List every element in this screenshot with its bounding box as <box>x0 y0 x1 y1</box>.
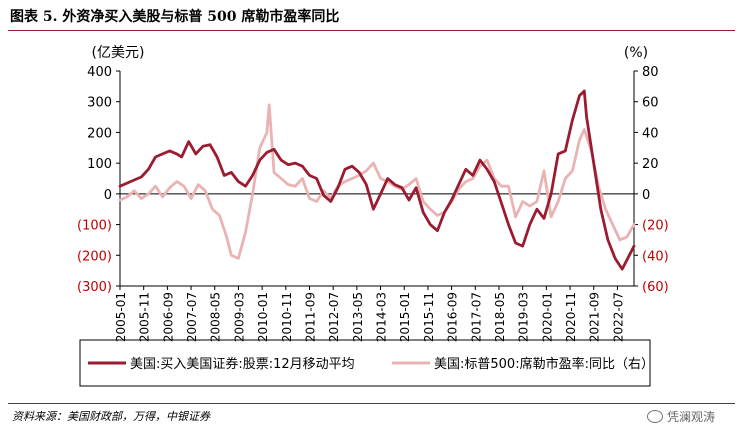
left-tick-label: (300) <box>77 280 112 295</box>
x-tick-label: 2006-09 <box>161 292 175 342</box>
x-tick-label: 2010-01 <box>256 292 270 342</box>
right-tick-label: (40) <box>642 249 669 264</box>
axes: (300)(200)(100)0100200300400(60)(40)(20)… <box>77 65 669 342</box>
right-tick-label: 80 <box>642 65 659 80</box>
x-tick-label: 2015-01 <box>398 292 412 342</box>
right-tick-label: 20 <box>642 157 659 172</box>
series-line-secondary <box>118 103 636 260</box>
series-lines <box>118 89 636 271</box>
x-tick-label: 2016-09 <box>446 292 460 342</box>
x-tick-label: 2013-05 <box>351 292 365 342</box>
x-tick-label: 2017-07 <box>469 292 483 342</box>
x-tick-label: 2011-09 <box>303 292 317 342</box>
right-tick-label: 60 <box>642 96 659 111</box>
series-line-primary <box>118 89 636 271</box>
left-tick-label: (100) <box>77 219 112 234</box>
x-tick-label: 2014-03 <box>375 292 389 342</box>
right-tick-label: (20) <box>642 219 669 234</box>
legend-frame <box>79 339 651 387</box>
left-tick-label: 200 <box>87 126 112 141</box>
x-tick-label: 2015-11 <box>422 292 436 342</box>
x-tick-label: 2005-11 <box>138 292 152 342</box>
left-tick-label: 0 <box>104 188 112 203</box>
right-tick-label: 40 <box>642 126 659 141</box>
right-tick-label: (60) <box>642 280 669 295</box>
right-unit-label: (%) <box>624 45 648 61</box>
x-tick-label: 2012-07 <box>327 292 341 342</box>
x-tick-label: 2022-07 <box>611 292 625 342</box>
legend-label-secondary: 美国:标普500:席勒市盈率:同比（右） <box>434 356 654 372</box>
x-tick-label: 2020-11 <box>564 292 578 342</box>
x-tick-label: 2008-05 <box>209 292 223 342</box>
watermark: 凭澜观涛 <box>646 408 715 425</box>
x-tick-label: 2007-07 <box>185 292 199 342</box>
x-tick-label: 2005-01 <box>114 292 128 342</box>
left-tick-label: (200) <box>77 249 112 264</box>
legend: 美国:买入美国证券:股票:12月移动平均 美国:标普500:席勒市盈率:同比（右… <box>79 339 654 387</box>
x-tick-label: 2010-11 <box>280 292 294 342</box>
x-tick-label: 2021-09 <box>588 292 602 342</box>
figure-title: 图表 5. 外资净买入美股与标普 500 席勒市盈率同比 <box>10 9 340 25</box>
x-tick-label: 2019-03 <box>517 292 531 342</box>
left-tick-label: 300 <box>87 96 112 111</box>
source-rule <box>8 403 735 404</box>
right-tick-label: 0 <box>642 188 650 203</box>
x-tick-label: 2020-01 <box>540 292 554 342</box>
legend-label-primary: 美国:买入美国证券:股票:12月移动平均 <box>130 356 355 372</box>
wechat-icon <box>646 410 663 423</box>
title-rule <box>8 30 735 31</box>
left-tick-label: 100 <box>87 157 112 172</box>
left-tick-label: 400 <box>87 65 112 80</box>
chart: (300)(200)(100)0100200300400(60)(40)(20)… <box>77 45 669 387</box>
source-note: 资料来源：美国财政部，万得，中银证券 <box>12 410 210 423</box>
x-tick-label: 2009-03 <box>232 292 246 342</box>
watermark-text: 凭澜观涛 <box>666 410 715 424</box>
left-unit-label: (亿美元) <box>92 45 145 61</box>
x-tick-label: 2018-05 <box>493 292 507 342</box>
